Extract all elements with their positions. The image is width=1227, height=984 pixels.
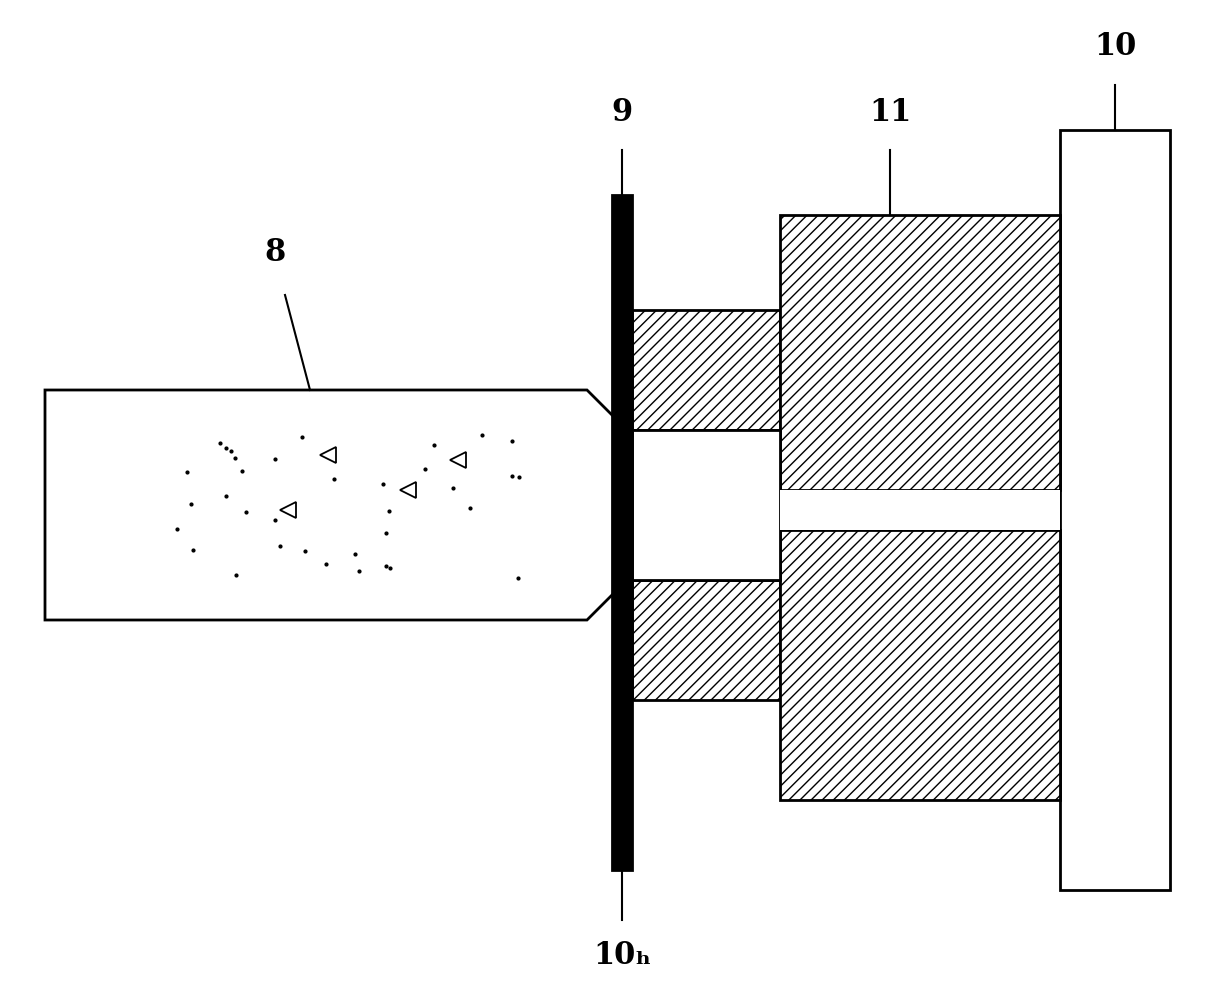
Polygon shape [280, 502, 296, 518]
Text: 10ₕ: 10ₕ [593, 940, 652, 971]
Bar [780, 215, 1060, 490]
Polygon shape [45, 390, 615, 620]
Polygon shape [400, 482, 416, 498]
Point [423, 437, 443, 453]
Point [226, 450, 245, 465]
Text: 9: 9 [611, 97, 633, 128]
Point [315, 556, 335, 572]
Point [379, 504, 399, 520]
Bar [780, 490, 1060, 530]
Point [168, 522, 188, 537]
Point [502, 467, 521, 483]
Point [375, 524, 395, 540]
Text: 8: 8 [264, 237, 286, 268]
Point [460, 500, 480, 516]
Point [350, 563, 369, 579]
Point [184, 542, 204, 558]
Polygon shape [450, 452, 466, 468]
Bar [780, 530, 1060, 800]
Point [380, 561, 400, 577]
Bar [612, 195, 632, 870]
Point [345, 546, 364, 562]
Point [237, 504, 256, 520]
Point [216, 441, 236, 457]
Point [222, 443, 242, 459]
Point [443, 480, 463, 496]
Point [265, 512, 285, 527]
Bar [632, 310, 780, 430]
Point [508, 570, 528, 585]
Point [292, 429, 312, 445]
Point [210, 435, 229, 451]
Point [373, 475, 393, 491]
Point [509, 469, 529, 485]
Text: 10: 10 [1094, 31, 1136, 62]
Point [415, 461, 434, 476]
Point [226, 568, 245, 584]
Point [472, 427, 492, 443]
Bar [1060, 130, 1171, 890]
Polygon shape [320, 447, 336, 463]
Point [270, 538, 290, 554]
Bar [632, 580, 780, 700]
Text: 11: 11 [869, 97, 912, 128]
Bar [632, 430, 780, 580]
Point [182, 496, 201, 512]
Point [177, 464, 196, 480]
Point [265, 452, 285, 467]
Point [294, 543, 314, 559]
Point [232, 462, 252, 478]
Point [216, 488, 236, 504]
Point [502, 433, 521, 449]
Point [377, 559, 396, 575]
Point [324, 471, 344, 487]
